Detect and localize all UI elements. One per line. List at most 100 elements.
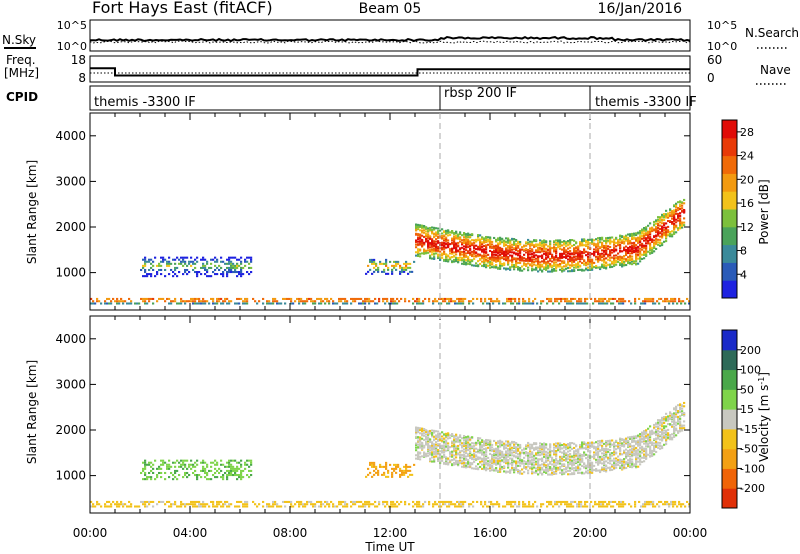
echo-cell [559, 445, 562, 448]
echo-cell [566, 505, 569, 508]
echo-cell [485, 256, 488, 259]
echo-cell [302, 505, 305, 508]
echo-cell [646, 500, 649, 503]
echo-cell [248, 469, 251, 472]
echo-cell [519, 462, 522, 465]
echo-cell [557, 263, 560, 266]
echo-cell [377, 270, 380, 273]
echo-cell [599, 236, 602, 240]
echo-cell [142, 478, 145, 481]
echo-cell [176, 459, 179, 462]
echo-cell [144, 465, 147, 468]
echo-cell [497, 450, 500, 453]
echo-cell [451, 444, 454, 447]
echo-cell [547, 264, 550, 267]
echo-cell [445, 229, 448, 232]
echo-cell [421, 455, 424, 458]
echo-cell [431, 460, 434, 463]
echo-cell [445, 255, 448, 258]
echo-cell [603, 265, 606, 268]
echo-cell [567, 255, 570, 258]
echo-cell [581, 441, 584, 444]
echo-cell [491, 446, 494, 449]
echo-cell [419, 233, 422, 236]
echo-cell [495, 244, 498, 247]
echo-cell [425, 232, 428, 235]
echo-cell [669, 235, 672, 238]
echo-cell [619, 249, 622, 252]
echo-cell [246, 474, 249, 477]
echo-cell [445, 432, 448, 435]
echo-cell [569, 246, 572, 249]
echo-cell [342, 505, 345, 508]
echo-cell [553, 443, 556, 446]
echo-cell [152, 302, 155, 305]
echo-cell [525, 466, 528, 469]
echo-cell [577, 265, 580, 268]
echo-cell [574, 297, 577, 300]
echo-cell [202, 465, 205, 468]
echo-cell [527, 461, 530, 464]
echo-cell [156, 300, 159, 303]
echo-cell [226, 275, 229, 278]
echo-cell [517, 455, 520, 458]
echo-cell [238, 271, 241, 274]
echo-cell [509, 247, 512, 250]
echo-cell [422, 505, 425, 508]
echo-cell [368, 300, 371, 303]
echo-cell [196, 275, 199, 278]
echo-cell [399, 475, 402, 478]
echo-cell [599, 252, 602, 255]
echo-cell [379, 262, 382, 265]
echo-cell [571, 459, 574, 462]
echo-cell [194, 271, 197, 274]
echo-cell [180, 463, 183, 466]
echo-cell [162, 256, 165, 259]
echo-cell [497, 255, 500, 258]
echo-cell [684, 302, 687, 305]
echo-cell [603, 253, 606, 256]
echo-cell [583, 269, 586, 272]
echo-cell [541, 472, 544, 475]
echo-cell [489, 443, 492, 446]
echo-cell [518, 505, 521, 508]
echo-cell [485, 235, 488, 239]
echo-cell [567, 446, 570, 449]
echo-cell [633, 260, 636, 263]
echo-cell [540, 505, 543, 508]
echo-cell [533, 458, 536, 462]
echo-cell [627, 246, 630, 249]
echo-cell [625, 236, 628, 239]
echo-cell [236, 505, 239, 508]
echo-cell [589, 238, 592, 241]
echo-cell [661, 234, 664, 237]
echo-cell [483, 256, 486, 259]
echo-cell [308, 500, 311, 503]
echo-cell [222, 463, 225, 466]
echo-cell [509, 454, 512, 457]
echo-cell [561, 447, 564, 450]
echo-cell [515, 252, 518, 255]
echo-cell [457, 452, 460, 455]
echo-cell [501, 467, 504, 470]
echo-cell [106, 505, 109, 508]
echo-cell [583, 441, 586, 444]
echo-cell [240, 500, 243, 503]
echo-cell [448, 503, 451, 506]
echo-cell [210, 297, 213, 300]
echo-cell [435, 231, 438, 234]
echo-cell [148, 258, 151, 261]
echo-cell [615, 254, 618, 257]
echo-cell [447, 461, 450, 464]
echo-cell [563, 446, 566, 449]
echo-cell [377, 473, 380, 476]
echo-cell [461, 234, 464, 237]
echo-cell [541, 453, 544, 456]
echo-cell [674, 300, 677, 303]
echo-cell [417, 451, 420, 454]
echo-cell [545, 247, 548, 250]
echo-cell [469, 448, 472, 451]
echo-cell [579, 264, 582, 267]
echo-cell [635, 232, 638, 235]
echo-cell [92, 505, 95, 508]
